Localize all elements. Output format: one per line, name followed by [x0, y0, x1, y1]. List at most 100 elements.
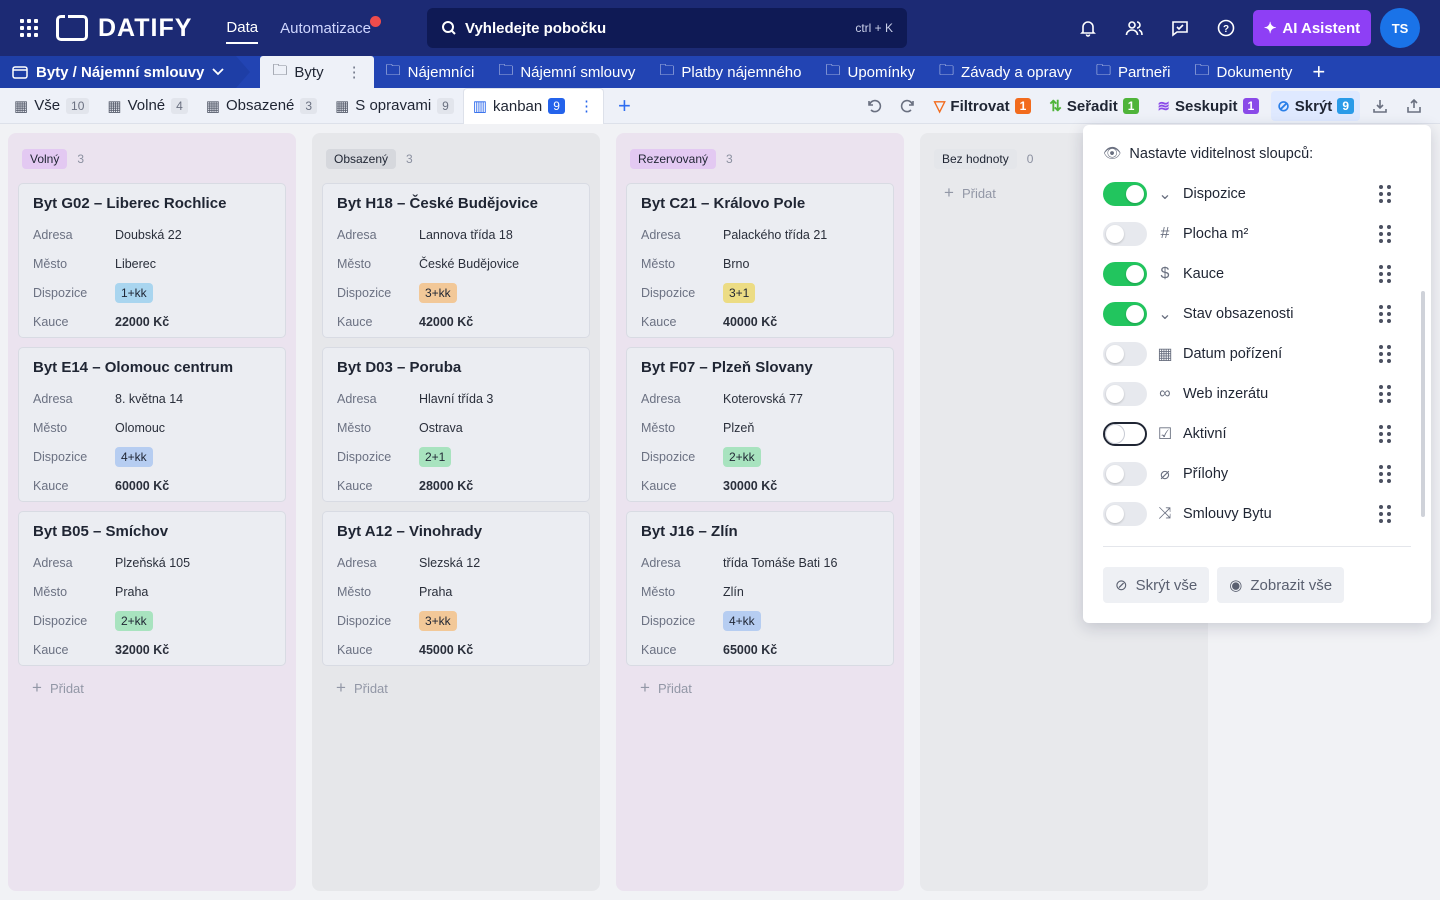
- card-field-kauce: Kauce 40000 Kč: [641, 307, 879, 336]
- kanban-card[interactable]: Byt C21 – Královo Pole Adresa Palackého tř…: [626, 183, 894, 338]
- top-icons: ?: [1074, 14, 1240, 42]
- undo-icon[interactable]: [860, 92, 888, 120]
- field-value: 1+kk: [115, 282, 153, 303]
- plus-icon: +: [640, 678, 650, 697]
- tab-item[interactable]: 🗀 Dokumenty: [1182, 56, 1304, 88]
- users-icon[interactable]: [1120, 14, 1148, 42]
- visibility-toggle[interactable]: [1103, 342, 1147, 366]
- kanban-card[interactable]: Byt B05 – Smíchov Adresa Plzeňská 105 Město…: [18, 511, 286, 666]
- tab-label: Dokumenty: [1216, 63, 1293, 81]
- field-label: Dispozice: [33, 449, 88, 464]
- tab-item[interactable]: 🗀 Partneři: [1084, 56, 1183, 88]
- visibility-toggle[interactable]: [1103, 422, 1147, 446]
- add-card-button[interactable]: + Přidat: [32, 678, 272, 698]
- visibility-toggle[interactable]: [1103, 302, 1147, 326]
- filter-badge: 1: [1014, 98, 1032, 114]
- download-icon[interactable]: [1366, 92, 1394, 120]
- view-count: 10: [66, 97, 90, 114]
- logo[interactable]: DATIFY: [56, 14, 192, 43]
- search-input[interactable]: Vyhledejte pobočku ctrl + K: [427, 8, 907, 48]
- visibility-toggle[interactable]: [1103, 182, 1147, 206]
- nav-automatizace[interactable]: Automatizace: [280, 14, 381, 43]
- search-shortcut: ctrl + K: [855, 21, 893, 35]
- tab-item[interactable]: 🗀 Závady a opravy: [927, 56, 1084, 88]
- help-icon[interactable]: ?: [1212, 14, 1240, 42]
- drag-handle-icon[interactable]: [1379, 345, 1391, 363]
- card-title: Byt D03 – Poruba: [337, 359, 462, 376]
- kanban-card[interactable]: Byt A12 – Vinohrady Adresa Slezská 12 Město…: [322, 511, 590, 666]
- card-field-dispozice: Dispozice 2+kk: [33, 606, 271, 635]
- add-card-button[interactable]: + Přidat: [944, 183, 1184, 203]
- bell-icon[interactable]: [1074, 14, 1102, 42]
- toolbar: ▽ Filtrovat 1 ⇅ Seřadit 1 ≋ Seskupit 1 ⊘ Skrýt 9: [860, 88, 1428, 124]
- field-value: 4+kk: [115, 446, 153, 467]
- view-tab[interactable]: ▦ Volné 4: [98, 88, 196, 124]
- field-list: ⌄ Dispozice # Plocha m² $ Kauce ⌄ Stav obsazeno…: [1103, 174, 1411, 534]
- drag-handle-icon[interactable]: [1379, 225, 1391, 243]
- add-tab-button[interactable]: +: [1312, 59, 1326, 84]
- view-tab[interactable]: ▦ Obsazené 3: [197, 88, 326, 124]
- view-tab[interactable]: ▦ Vše 10: [5, 88, 98, 124]
- hide-button[interactable]: ⊘ Skrýt 9: [1271, 91, 1360, 121]
- view-tab[interactable]: ▦ S opravami 9: [326, 88, 463, 124]
- field-visibility-row: ⌄ Stav obsazenosti: [1103, 294, 1411, 334]
- hide-all-button[interactable]: ⊘ Skrýt vše: [1103, 567, 1210, 603]
- kanban-card[interactable]: Byt H18 – České Budějovice Adresa Lannova …: [322, 183, 590, 338]
- field-value: 22000 Kč: [115, 314, 170, 329]
- view-label: Obsazené: [226, 97, 295, 114]
- drag-handle-icon[interactable]: [1379, 425, 1391, 443]
- card-title: Byt B05 – Smíchov: [33, 523, 169, 540]
- apps-grid-icon[interactable]: [20, 19, 38, 37]
- field-value: 45000 Kč: [419, 642, 474, 657]
- view-menu-icon[interactable]: ⋮: [578, 98, 594, 115]
- tab-menu-icon[interactable]: ⋮: [346, 64, 362, 81]
- add-view-button[interactable]: +: [617, 92, 631, 118]
- drag-handle-icon[interactable]: [1379, 265, 1391, 283]
- field-label: Plocha m²: [1183, 226, 1249, 242]
- field-label: Adresa: [337, 227, 377, 242]
- card-field-adresa: Adresa Hlavní třída 3: [337, 384, 575, 413]
- visibility-toggle[interactable]: [1103, 262, 1147, 286]
- filter-button[interactable]: ▽ Filtrovat 1: [928, 91, 1037, 121]
- kanban-card[interactable]: Byt F07 – Plzeň Slovany Adresa Koterovská …: [626, 347, 894, 502]
- view-tab[interactable]: ▥ kanban 9 ⋮: [462, 87, 604, 124]
- card-field-kauce: Kauce 30000 Kč: [641, 471, 879, 500]
- chat-check-icon[interactable]: [1166, 14, 1194, 42]
- drag-handle-icon[interactable]: [1379, 185, 1391, 203]
- kanban-card[interactable]: Byt G02 – Liberec Rochlice Adresa Doubská …: [18, 183, 286, 338]
- card-field-adresa: Adresa Lannova třída 18: [337, 220, 575, 249]
- visibility-toggle[interactable]: [1103, 222, 1147, 246]
- field-label: Dispozice: [337, 449, 392, 464]
- drag-handle-icon[interactable]: [1379, 505, 1391, 523]
- avatar[interactable]: TS: [1380, 8, 1420, 48]
- tab-byty[interactable]: 🗀 Byty ⋮: [260, 56, 374, 88]
- share-icon[interactable]: [1400, 92, 1428, 120]
- field-label: Aktivní: [1183, 426, 1227, 442]
- drag-handle-icon[interactable]: [1379, 305, 1391, 323]
- drag-handle-icon[interactable]: [1379, 465, 1391, 483]
- tab-item[interactable]: 🗀 Platby nájemného: [647, 56, 813, 88]
- tab-item[interactable]: 🗀 Nájemníci: [374, 56, 487, 88]
- nav-data[interactable]: Data: [226, 13, 259, 44]
- show-all-button[interactable]: ◉ Zobrazit vše: [1217, 567, 1345, 603]
- sort-button[interactable]: ⇅ Seřadit 1: [1043, 91, 1145, 121]
- base-switcher[interactable]: Byty / Nájemní smlouvy: [0, 56, 251, 88]
- filter-icon: ▽: [933, 98, 946, 115]
- add-card-button[interactable]: + Přidat: [640, 678, 880, 698]
- kanban-card[interactable]: Byt J16 – Zlín Adresa třída Tomáše Bati 16…: [626, 511, 894, 666]
- hide-label: Skrýt: [1294, 97, 1333, 115]
- visibility-toggle[interactable]: [1103, 382, 1147, 406]
- visibility-toggle[interactable]: [1103, 502, 1147, 526]
- kanban-card[interactable]: Byt E14 – Olomouc centrum Adresa 8. května…: [18, 347, 286, 502]
- folder-icon: 🗀: [659, 61, 675, 79]
- tab-item[interactable]: 🗀 Upomínky: [813, 56, 927, 88]
- add-card-button[interactable]: + Přidat: [336, 678, 576, 698]
- panel-scrollbar[interactable]: [1421, 291, 1425, 517]
- redo-icon[interactable]: [894, 92, 922, 120]
- drag-handle-icon[interactable]: [1379, 385, 1391, 403]
- group-button[interactable]: ≋ Seskupit 1: [1151, 91, 1265, 121]
- kanban-card[interactable]: Byt D03 – Poruba Adresa Hlavní třída 3 Měst…: [322, 347, 590, 502]
- ai-assistant-button[interactable]: ✦ AI Asistent: [1253, 10, 1371, 46]
- visibility-toggle[interactable]: [1103, 462, 1147, 486]
- tab-item[interactable]: 🗀 Nájemní smlouvy: [486, 56, 647, 88]
